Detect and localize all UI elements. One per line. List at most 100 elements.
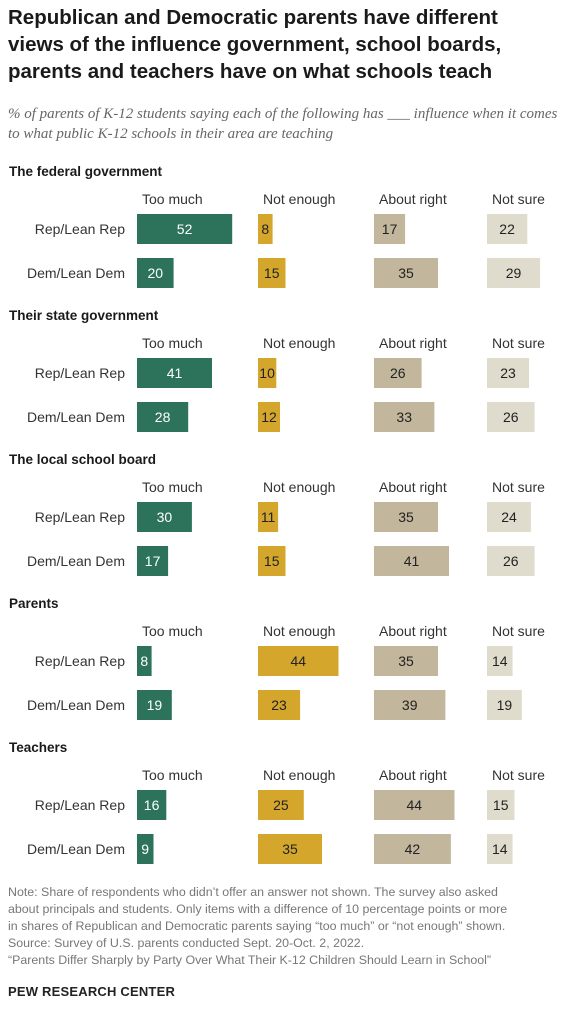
bar-the-local-school-board-dem-lean-dem-not-sure <box>487 546 535 576</box>
column-header-too-much: Too much <box>142 191 203 207</box>
panel-title-their-state-government: Their state government <box>9 308 159 323</box>
column-header-not-enough: Not enough <box>263 191 335 207</box>
column-header-not-sure: Not sure <box>492 623 545 639</box>
bar-their-state-government-rep-lean-rep-not-sure <box>487 358 530 388</box>
data-label-parents-rep-lean-rep-too-much: 8 <box>140 653 148 669</box>
bar-their-state-government-dem-lean-dem-about-right <box>374 402 435 432</box>
data-label-the-federal-government-dem-lean-dem-not-sure: 29 <box>506 265 522 281</box>
row-label-dem-lean-dem: Dem/Lean Dem <box>27 841 125 857</box>
bar-parents-dem-lean-dem-not-enough <box>258 690 301 720</box>
column-header-too-much: Too much <box>142 479 203 495</box>
data-label-their-state-government-rep-lean-rep-about-right: 26 <box>390 365 406 381</box>
data-label-the-local-school-board-rep-lean-rep-not-sure: 24 <box>501 509 517 525</box>
column-header-not-enough: Not enough <box>263 479 335 495</box>
data-label-the-federal-government-dem-lean-dem-not-enough: 15 <box>264 265 280 281</box>
data-label-the-federal-government-rep-lean-rep-not-sure: 22 <box>499 221 515 237</box>
bar-the-federal-government-dem-lean-dem-not-enough <box>258 258 286 288</box>
note-line: “Parents Differ Sharply by Party Over Wh… <box>8 953 491 967</box>
bar-teachers-dem-lean-dem-not-enough <box>258 834 322 864</box>
data-label-teachers-dem-lean-dem-not-enough: 35 <box>282 841 298 857</box>
data-label-the-federal-government-dem-lean-dem-too-much: 20 <box>148 265 164 281</box>
bar-parents-dem-lean-dem-too-much <box>137 690 172 720</box>
bar-their-state-government-rep-lean-rep-about-right <box>374 358 422 388</box>
data-label-the-federal-government-rep-lean-rep-about-right: 17 <box>382 221 398 237</box>
row-label-rep-lean-rep: Rep/Lean Rep <box>35 509 126 525</box>
bar-teachers-rep-lean-rep-not-enough <box>258 790 304 820</box>
chart-note: Note: Share of respondents who didn’t of… <box>8 884 558 969</box>
note-line: in shares of Republican and Democratic p… <box>8 919 506 933</box>
data-label-the-local-school-board-dem-lean-dem-too-much: 17 <box>145 553 161 569</box>
bar-their-state-government-dem-lean-dem-too-much <box>137 402 189 432</box>
bar-the-federal-government-rep-lean-rep-too-much <box>137 214 233 244</box>
column-header-too-much: Too much <box>142 335 203 351</box>
bar-the-federal-government-rep-lean-rep-not-sure <box>487 214 528 244</box>
data-label-teachers-rep-lean-rep-too-much: 16 <box>144 797 160 813</box>
bar-the-local-school-board-rep-lean-rep-not-enough <box>258 502 279 532</box>
bar-parents-dem-lean-dem-about-right <box>374 690 446 720</box>
data-label-their-state-government-rep-lean-rep-not-sure: 23 <box>500 365 516 381</box>
row-label-dem-lean-dem: Dem/Lean Dem <box>27 697 125 713</box>
data-label-teachers-dem-lean-dem-about-right: 42 <box>405 841 421 857</box>
chart-area: The federal government Too much Not enough… <box>9 164 545 864</box>
bar-the-local-school-board-rep-lean-rep-about-right <box>374 502 438 532</box>
data-label-the-local-school-board-dem-lean-dem-not-sure: 26 <box>503 553 519 569</box>
column-header-not-sure: Not sure <box>492 335 545 351</box>
data-label-parents-rep-lean-rep-not-enough: 44 <box>291 653 307 669</box>
column-header-not-enough: Not enough <box>263 767 335 783</box>
bar-parents-dem-lean-dem-not-sure <box>487 690 522 720</box>
row-label-rep-lean-rep: Rep/Lean Rep <box>35 653 126 669</box>
bar-teachers-rep-lean-rep-too-much <box>137 790 167 820</box>
row-label-dem-lean-dem: Dem/Lean Dem <box>27 409 125 425</box>
column-header-too-much: Too much <box>142 767 203 783</box>
bar-parents-rep-lean-rep-too-much <box>137 646 152 676</box>
bar-the-federal-government-dem-lean-dem-about-right <box>374 258 438 288</box>
column-header-about-right: About right <box>379 335 447 351</box>
data-label-teachers-rep-lean-rep-about-right: 44 <box>407 797 423 813</box>
chart-title: Republican and Democratic parents have d… <box>8 6 502 83</box>
data-label-their-state-government-dem-lean-dem-too-much: 28 <box>155 409 171 425</box>
data-label-the-federal-government-rep-lean-rep-not-enough: 8 <box>261 221 269 237</box>
panel-title-parents: Parents <box>9 596 59 611</box>
data-label-the-federal-government-rep-lean-rep-too-much: 52 <box>177 221 193 237</box>
panel-title-teachers: Teachers <box>9 740 67 755</box>
bar-teachers-rep-lean-rep-not-sure <box>487 790 515 820</box>
panel-title-the-federal-government: The federal government <box>9 164 163 179</box>
bar-their-state-government-dem-lean-dem-not-enough <box>258 402 280 432</box>
bar-parents-rep-lean-rep-not-enough <box>258 646 339 676</box>
data-label-teachers-dem-lean-dem-too-much: 9 <box>141 841 149 857</box>
column-header-about-right: About right <box>379 623 447 639</box>
data-label-the-local-school-board-rep-lean-rep-too-much: 30 <box>157 509 173 525</box>
data-label-the-local-school-board-rep-lean-rep-not-enough: 11 <box>261 509 276 525</box>
row-label-dem-lean-dem: Dem/Lean Dem <box>27 265 125 281</box>
bar-the-local-school-board-dem-lean-dem-about-right <box>374 546 449 576</box>
data-label-parents-dem-lean-dem-not-enough: 23 <box>271 697 287 713</box>
chart-subtitle: % of parents of K-12 students saying eac… <box>8 106 558 142</box>
data-label-their-state-government-dem-lean-dem-about-right: 33 <box>396 409 412 425</box>
data-label-the-local-school-board-dem-lean-dem-about-right: 41 <box>404 553 420 569</box>
bar-their-state-government-rep-lean-rep-too-much <box>137 358 212 388</box>
bar-their-state-government-rep-lean-rep-not-enough <box>258 358 277 388</box>
bar-the-federal-government-dem-lean-dem-too-much <box>137 258 174 288</box>
data-label-the-local-school-board-dem-lean-dem-not-enough: 15 <box>264 553 280 569</box>
bar-parents-rep-lean-rep-not-sure <box>487 646 513 676</box>
bar-teachers-rep-lean-rep-about-right <box>374 790 455 820</box>
row-label-rep-lean-rep: Rep/Lean Rep <box>35 221 126 237</box>
column-header-not-sure: Not sure <box>492 191 545 207</box>
source-brand: PEW RESEARCH CENTER <box>8 984 176 999</box>
row-label-rep-lean-rep: Rep/Lean Rep <box>35 365 126 381</box>
bar-parents-rep-lean-rep-about-right <box>374 646 438 676</box>
bar-the-local-school-board-dem-lean-dem-not-enough <box>258 546 286 576</box>
data-label-their-state-government-dem-lean-dem-not-sure: 26 <box>503 409 519 425</box>
bar-the-local-school-board-dem-lean-dem-too-much <box>137 546 169 576</box>
bar-teachers-dem-lean-dem-about-right <box>374 834 451 864</box>
data-label-their-state-government-rep-lean-rep-not-enough: 10 <box>259 365 275 381</box>
column-header-not-sure: Not sure <box>492 479 545 495</box>
note-line: about principals and students. Only item… <box>8 902 508 916</box>
data-label-parents-dem-lean-dem-about-right: 39 <box>402 697 418 713</box>
column-header-about-right: About right <box>379 479 447 495</box>
data-label-teachers-dem-lean-dem-not-sure: 14 <box>492 841 508 857</box>
data-label-their-state-government-rep-lean-rep-too-much: 41 <box>167 365 183 381</box>
column-header-too-much: Too much <box>142 623 203 639</box>
column-header-about-right: About right <box>379 767 447 783</box>
column-header-not-sure: Not sure <box>492 767 545 783</box>
